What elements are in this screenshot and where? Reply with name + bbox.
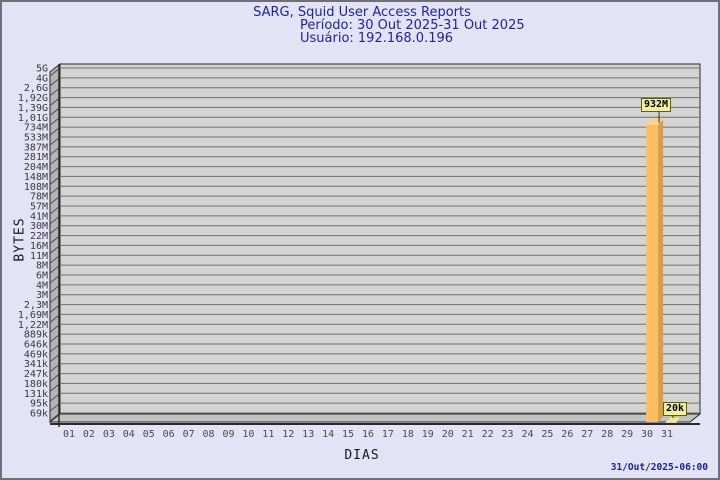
x-axis-title: DIAS [344,448,380,463]
y-tick-label: 57M [30,202,48,213]
y-tick-label: 204M [24,162,48,173]
chart-user-subtitle: Usuário: 192.168.0.196 [300,31,454,46]
y-tick-label: 108M [24,182,48,193]
x-tick-label: 26 [561,429,573,440]
y-tick-label: 3M [36,290,48,301]
x-tick-label: 13 [302,429,314,440]
y-tick-label: 469k [24,349,48,360]
x-tick-label: 23 [502,429,514,440]
y-tick-label: 341k [24,359,48,370]
y-tick-label: 16M [30,241,48,252]
x-tick-label: 19 [422,429,434,440]
y-tick-label: 22M [30,231,48,242]
x-tick-label: 06 [163,429,175,440]
plot-face [59,63,701,415]
x-tick-label: 31 [661,429,673,440]
y-tick-label: 247k [24,369,48,380]
y-axis-title: BYTES [12,217,28,262]
y-tick-label: 1,01G [18,113,48,124]
y-tick-label: 387M [24,142,48,153]
y-tick-label: 646k [24,340,48,351]
x-tick-label: 30 [641,429,653,440]
plot-floor [48,413,702,423]
x-tick-label: 25 [541,429,553,440]
x-tick-label: 07 [183,429,195,440]
x-tick-label: 10 [242,429,254,440]
y-tick-label: 1,92G [18,93,48,104]
x-tick-label: 21 [462,429,474,440]
x-tick-label: 18 [402,429,414,440]
x-tick-label: 14 [322,429,334,440]
bar-value-label-932m: 932M [641,98,672,112]
x-tick-label: 27 [581,429,593,440]
x-tick-label: 03 [103,429,115,440]
x-tick-label: 11 [262,429,274,440]
y-tick-label: 889k [24,330,48,341]
y-tick-label: 69k [30,409,48,420]
x-tick-label: 22 [482,429,494,440]
y-tick-label: 1,69M [18,310,48,321]
x-tick-label: 04 [123,429,135,440]
y-tick-label: 148M [24,172,48,183]
report-timestamp: 31/Out/2025-06:00 [610,462,708,473]
bar-front-face [646,124,659,423]
y-tick-label: 734M [24,123,48,134]
x-tick-label: 17 [382,429,394,440]
bar-value-label-20k: 20k [663,402,688,416]
y-tick-label: 30M [30,221,48,232]
y-tick-label: 78M [30,192,48,203]
x-tick-label: 28 [601,429,613,440]
x-tick-label: 09 [222,429,234,440]
x-tick-label: 12 [282,429,294,440]
y-tick-label: 1,39G [18,103,48,114]
y-tick-label: 5G [36,64,48,75]
y-tick-label: 8M [36,261,48,272]
bar-side-face [658,119,664,423]
y-tick-label: 180k [24,379,48,390]
y-tick-label: 1,22M [18,320,48,331]
y-tick-label: 4M [36,280,48,291]
y-tick-label: 6M [36,271,48,282]
y-tick-label: 4G [36,73,48,84]
x-tick-label: 29 [621,429,633,440]
x-tick-label: 20 [442,429,454,440]
y-tick-label: 2,3M [24,300,48,311]
x-tick-label: 02 [83,429,95,440]
x-tick-label: 15 [342,429,354,440]
x-tick-label: 05 [143,429,155,440]
x-tick-label: 24 [521,429,533,440]
y-tick-label: 95k [30,399,48,410]
chart-title: SARG, Squid User Access Reports [253,5,471,20]
y-tick-label: 41M [30,211,48,222]
x-tick-label: 08 [203,429,215,440]
y-tick-label: 11M [30,251,48,262]
chart-period-subtitle: Período: 30 Out 2025-31 Out 2025 [300,18,525,33]
y-tick-label: 2,6G [24,83,48,94]
y-tick-label: 131k [24,389,48,400]
x-tick-label: 01 [63,429,75,440]
y-tick-label: 533M [24,133,48,144]
y-tick-label: 281M [24,152,48,163]
x-tick-label: 16 [362,429,374,440]
